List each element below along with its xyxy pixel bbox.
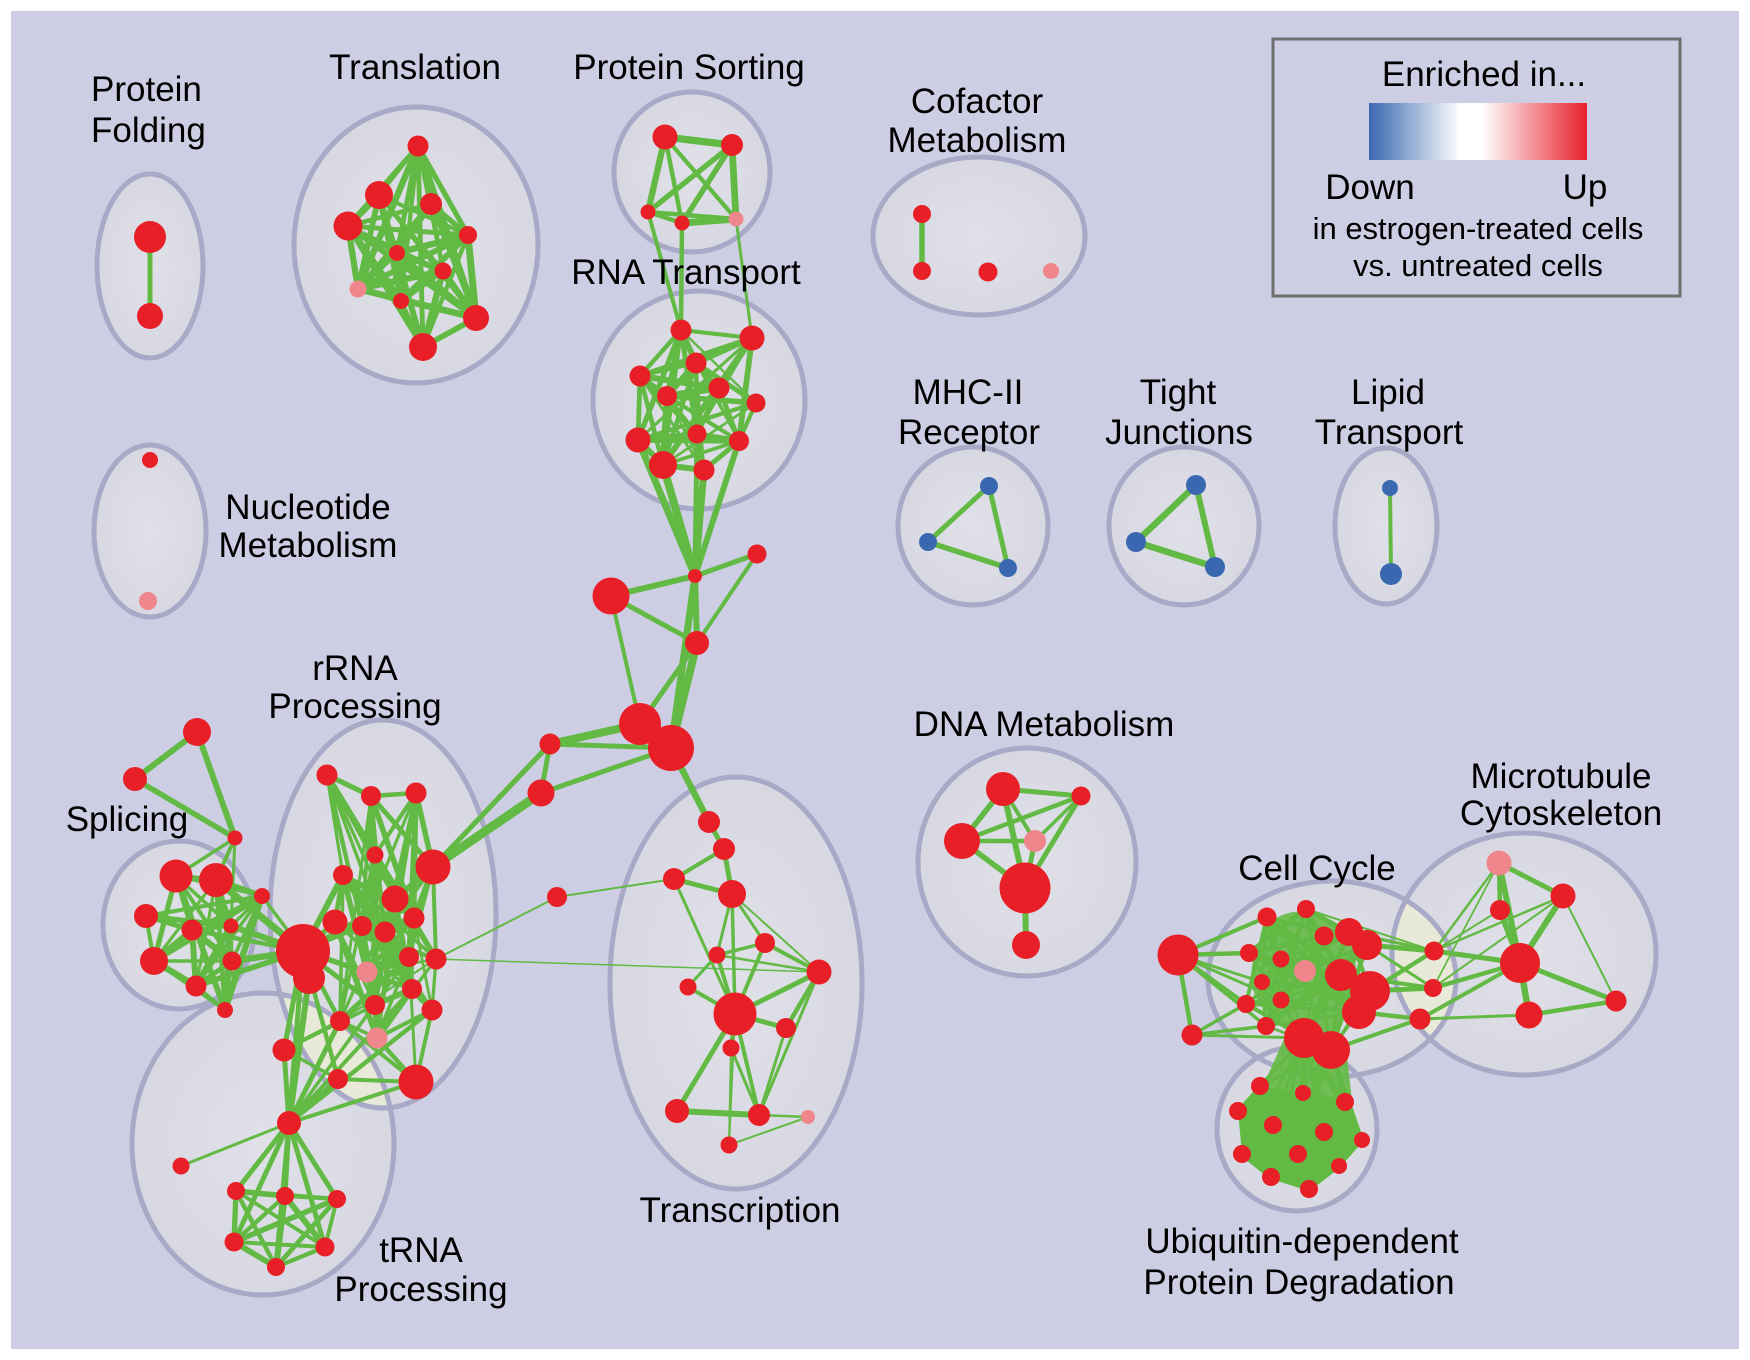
svg-text:Lipid: Lipid	[1351, 373, 1425, 412]
svg-text:vs. untreated cells: vs. untreated cells	[1353, 248, 1603, 283]
svg-text:Ubiquitin-dependent: Ubiquitin-dependent	[1145, 1222, 1459, 1261]
svg-text:MHC-II: MHC-II	[913, 373, 1024, 412]
svg-text:Transport: Transport	[1315, 413, 1464, 452]
svg-text:DNA Metabolism: DNA Metabolism	[914, 705, 1175, 744]
svg-text:tRNA: tRNA	[379, 1231, 463, 1270]
svg-text:Splicing: Splicing	[66, 800, 189, 839]
svg-text:Translation: Translation	[329, 48, 501, 87]
svg-text:Tight: Tight	[1140, 373, 1217, 412]
svg-text:Processing: Processing	[268, 687, 441, 726]
svg-text:Protein Sorting: Protein Sorting	[573, 48, 805, 87]
svg-text:RNA Transport: RNA Transport	[571, 253, 801, 292]
svg-text:Cytoskeleton: Cytoskeleton	[1460, 794, 1662, 833]
svg-text:Protein: Protein	[91, 70, 202, 109]
svg-text:Junctions: Junctions	[1105, 413, 1253, 452]
svg-text:Metabolism: Metabolism	[888, 121, 1067, 160]
svg-text:Nucleotide: Nucleotide	[225, 488, 390, 527]
svg-text:rRNA: rRNA	[312, 649, 398, 688]
svg-text:Processing: Processing	[334, 1270, 507, 1309]
svg-text:in estrogen-treated cells: in estrogen-treated cells	[1313, 211, 1644, 246]
svg-text:Folding: Folding	[91, 111, 206, 150]
svg-text:Metabolism: Metabolism	[219, 526, 398, 565]
svg-text:Cell Cycle: Cell Cycle	[1238, 849, 1396, 888]
svg-text:Up: Up	[1563, 168, 1608, 207]
svg-text:Receptor: Receptor	[898, 413, 1040, 452]
svg-text:Down: Down	[1325, 168, 1414, 207]
svg-text:Enriched in...: Enriched in...	[1382, 55, 1586, 94]
svg-text:Transcription: Transcription	[640, 1191, 841, 1230]
svg-text:Cofactor: Cofactor	[911, 82, 1044, 121]
svg-text:Protein Degradation: Protein Degradation	[1143, 1263, 1454, 1302]
svg-text:Microtubule: Microtubule	[1471, 757, 1652, 796]
